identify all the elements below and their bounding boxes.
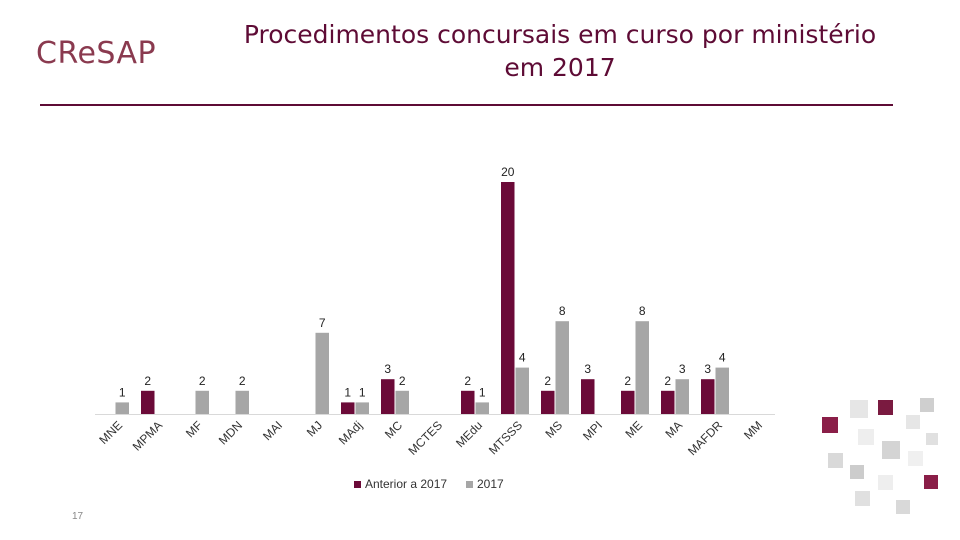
bar-2017-mf	[195, 390, 209, 414]
bar-2017-mafdr	[715, 367, 729, 414]
data-label: 8	[559, 304, 566, 318]
x-tick-label: MC	[382, 418, 405, 441]
cube-pattern	[822, 398, 938, 514]
title-line-1: Procedimentos concursais em curso por mi…	[243, 20, 877, 49]
data-label: 2	[464, 374, 471, 388]
x-tick-label: MF	[183, 418, 205, 440]
bar-anterior-madj	[341, 402, 355, 414]
data-label: 7	[319, 316, 326, 330]
data-label: 2	[624, 374, 631, 388]
bar-anterior-mafdr	[701, 379, 715, 414]
legend-swatch-2017	[466, 481, 473, 488]
x-tick-label: MA	[662, 418, 685, 441]
x-tick-label: MTSSS	[486, 418, 525, 457]
cresap-logo: CReSAP	[36, 36, 157, 71]
bar-anterior-ms	[541, 390, 555, 414]
bar-anterior-ma	[661, 390, 675, 414]
bar-2017-medu	[475, 402, 489, 414]
data-label: 2	[664, 374, 671, 388]
data-label: 3	[704, 362, 711, 376]
bar-2017-mdn	[235, 390, 249, 414]
x-tick-label: MAI	[260, 418, 285, 443]
x-tick-label: MPMA	[130, 418, 165, 453]
x-tick-label: MS	[542, 418, 565, 441]
bar-anterior-mpma	[141, 390, 155, 414]
bar-2017-me	[635, 321, 649, 414]
data-label: 1	[344, 385, 351, 399]
bar-anterior-me	[621, 390, 635, 414]
data-label: 1	[359, 385, 366, 399]
x-tick-label: MAFDR	[685, 418, 725, 458]
data-label: 3	[679, 362, 686, 376]
page-number: 17	[72, 511, 84, 522]
x-tick-label: MNE	[96, 418, 125, 447]
x-tick-label: MEdu	[453, 418, 485, 450]
bar-2017-ma	[675, 379, 689, 414]
x-tick-label: MJ	[304, 418, 325, 439]
page-title: Procedimentos concursais em curso por mi…	[220, 18, 900, 84]
x-tick-label: MM	[741, 418, 765, 442]
bar-anterior-mtsss	[501, 182, 515, 414]
data-label: 8	[639, 304, 646, 318]
data-label: 20	[501, 165, 515, 179]
data-label: 2	[199, 374, 206, 388]
data-label: 3	[384, 362, 391, 376]
x-tick-label: MDN	[216, 418, 245, 447]
title-line-2: em 2017	[504, 53, 616, 82]
data-label: 3	[584, 362, 591, 376]
legend-swatch-anterior	[354, 481, 361, 488]
data-label: 2	[544, 374, 551, 388]
bar-anterior-mc	[381, 379, 395, 414]
data-label: 2	[399, 374, 406, 388]
bar-2017-mj	[315, 332, 329, 414]
bar-2017-mne	[115, 402, 129, 414]
bar-2017-ms	[555, 321, 569, 414]
legend-label-anterior: Anterior a 2017	[365, 477, 447, 491]
x-tick-label: MCTES	[406, 418, 446, 458]
data-label: 4	[719, 351, 726, 365]
decorative-cubes	[822, 398, 938, 514]
data-label: 4	[519, 351, 526, 365]
data-label: 2	[144, 374, 151, 388]
data-label: 2	[239, 374, 246, 388]
data-label: 1	[479, 385, 486, 399]
bar-2017-madj	[355, 402, 369, 414]
bar-2017-mtsss	[515, 367, 529, 414]
x-tick-label: MPI	[580, 418, 605, 443]
data-label: 1	[119, 385, 126, 399]
bar-anterior-medu	[461, 390, 475, 414]
x-tick-label: ME	[622, 418, 645, 441]
title-divider	[40, 104, 893, 106]
legend-label-2017: 2017	[477, 477, 504, 491]
x-tick-label: MAdj	[336, 418, 365, 447]
bar-anterior-mpi	[581, 379, 595, 414]
bar-2017-mc	[395, 390, 409, 414]
